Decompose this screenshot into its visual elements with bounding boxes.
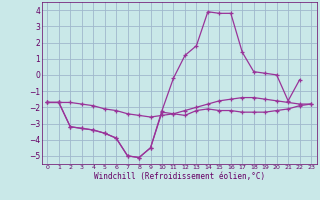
X-axis label: Windchill (Refroidissement éolien,°C): Windchill (Refroidissement éolien,°C) bbox=[94, 172, 265, 181]
